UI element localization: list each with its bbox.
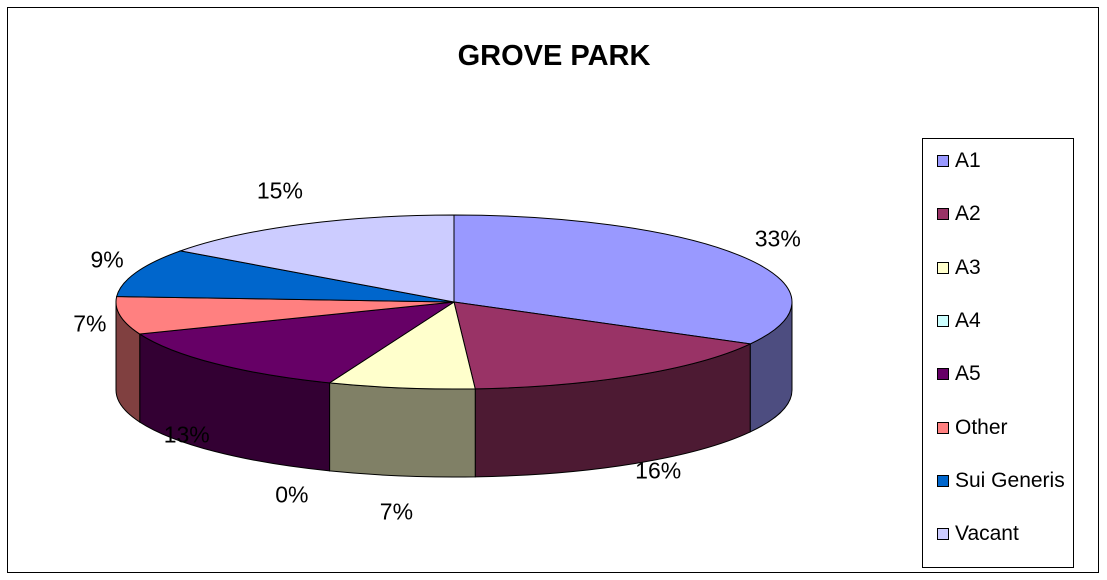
legend-swatch-a4: [937, 314, 949, 327]
data-label-a2: 16%: [635, 457, 681, 483]
legend-swatch-a3: [937, 261, 949, 274]
legend-label-vacant: Vacant: [955, 522, 1019, 546]
pie-slice-a1: [453, 214, 793, 345]
chart-title: GROVE PARK: [457, 40, 651, 72]
legend-label-other: Other: [955, 415, 1008, 439]
data-label-vacant: 15%: [257, 178, 303, 204]
pie-slice-sui-generis: [116, 250, 455, 303]
legend-item-a1: A1: [937, 147, 981, 175]
data-label-other: 7%: [73, 311, 106, 337]
legend-item-other: Other: [937, 414, 1008, 442]
legend-swatch-sui-generis: [937, 474, 949, 487]
legend-swatch-a5: [937, 368, 949, 381]
data-label-a4: 0%: [275, 481, 308, 507]
legend-label-a5: A5: [955, 362, 981, 386]
legend-label-sui-generis: Sui Generis: [955, 468, 1065, 492]
legend-swatch-a2: [937, 208, 949, 221]
data-label-a1: 33%: [755, 225, 801, 251]
pie-slice-a5: [138, 301, 455, 384]
pie-slice-a2: [453, 301, 752, 390]
chart-frame: GROVE PARK 33% 16% 7% 0% 13% 7% 9% 15% A1 A2 A3 A4…: [7, 7, 1099, 573]
legend-item-a4: A4: [937, 307, 981, 335]
pie-slice-other: [115, 296, 455, 335]
legend-item-sui-generis: Sui Generis: [937, 467, 1065, 495]
legend: A1 A2 A3 A4 A5 Other Sui Generis Vacant: [922, 138, 1074, 568]
pie-slice-vacant: [178, 214, 455, 303]
legend-label-a3: A3: [955, 255, 981, 279]
data-label-sui-generis: 9%: [91, 247, 124, 273]
data-label-a3: 7%: [380, 498, 413, 524]
legend-item-a3: A3: [937, 254, 981, 282]
legend-swatch-vacant: [937, 528, 949, 541]
legend-item-a2: A2: [937, 200, 981, 228]
pie-chart: 33% 16% 7% 0% 13% 7% 9% 15%: [73, 178, 801, 525]
legend-item-a5: A5: [937, 360, 981, 388]
legend-label-a1: A1: [955, 149, 981, 172]
pie-side-a3: [329, 382, 476, 478]
legend-item-vacant: Vacant: [937, 520, 1019, 548]
data-label-a5: 13%: [164, 421, 210, 447]
legend-label-a2: A2: [955, 202, 981, 226]
pie-slice-a3: [328, 301, 476, 390]
legend-label-a4: A4: [955, 308, 981, 332]
legend-swatch-a1: [937, 155, 949, 167]
legend-swatch-other: [937, 421, 949, 434]
